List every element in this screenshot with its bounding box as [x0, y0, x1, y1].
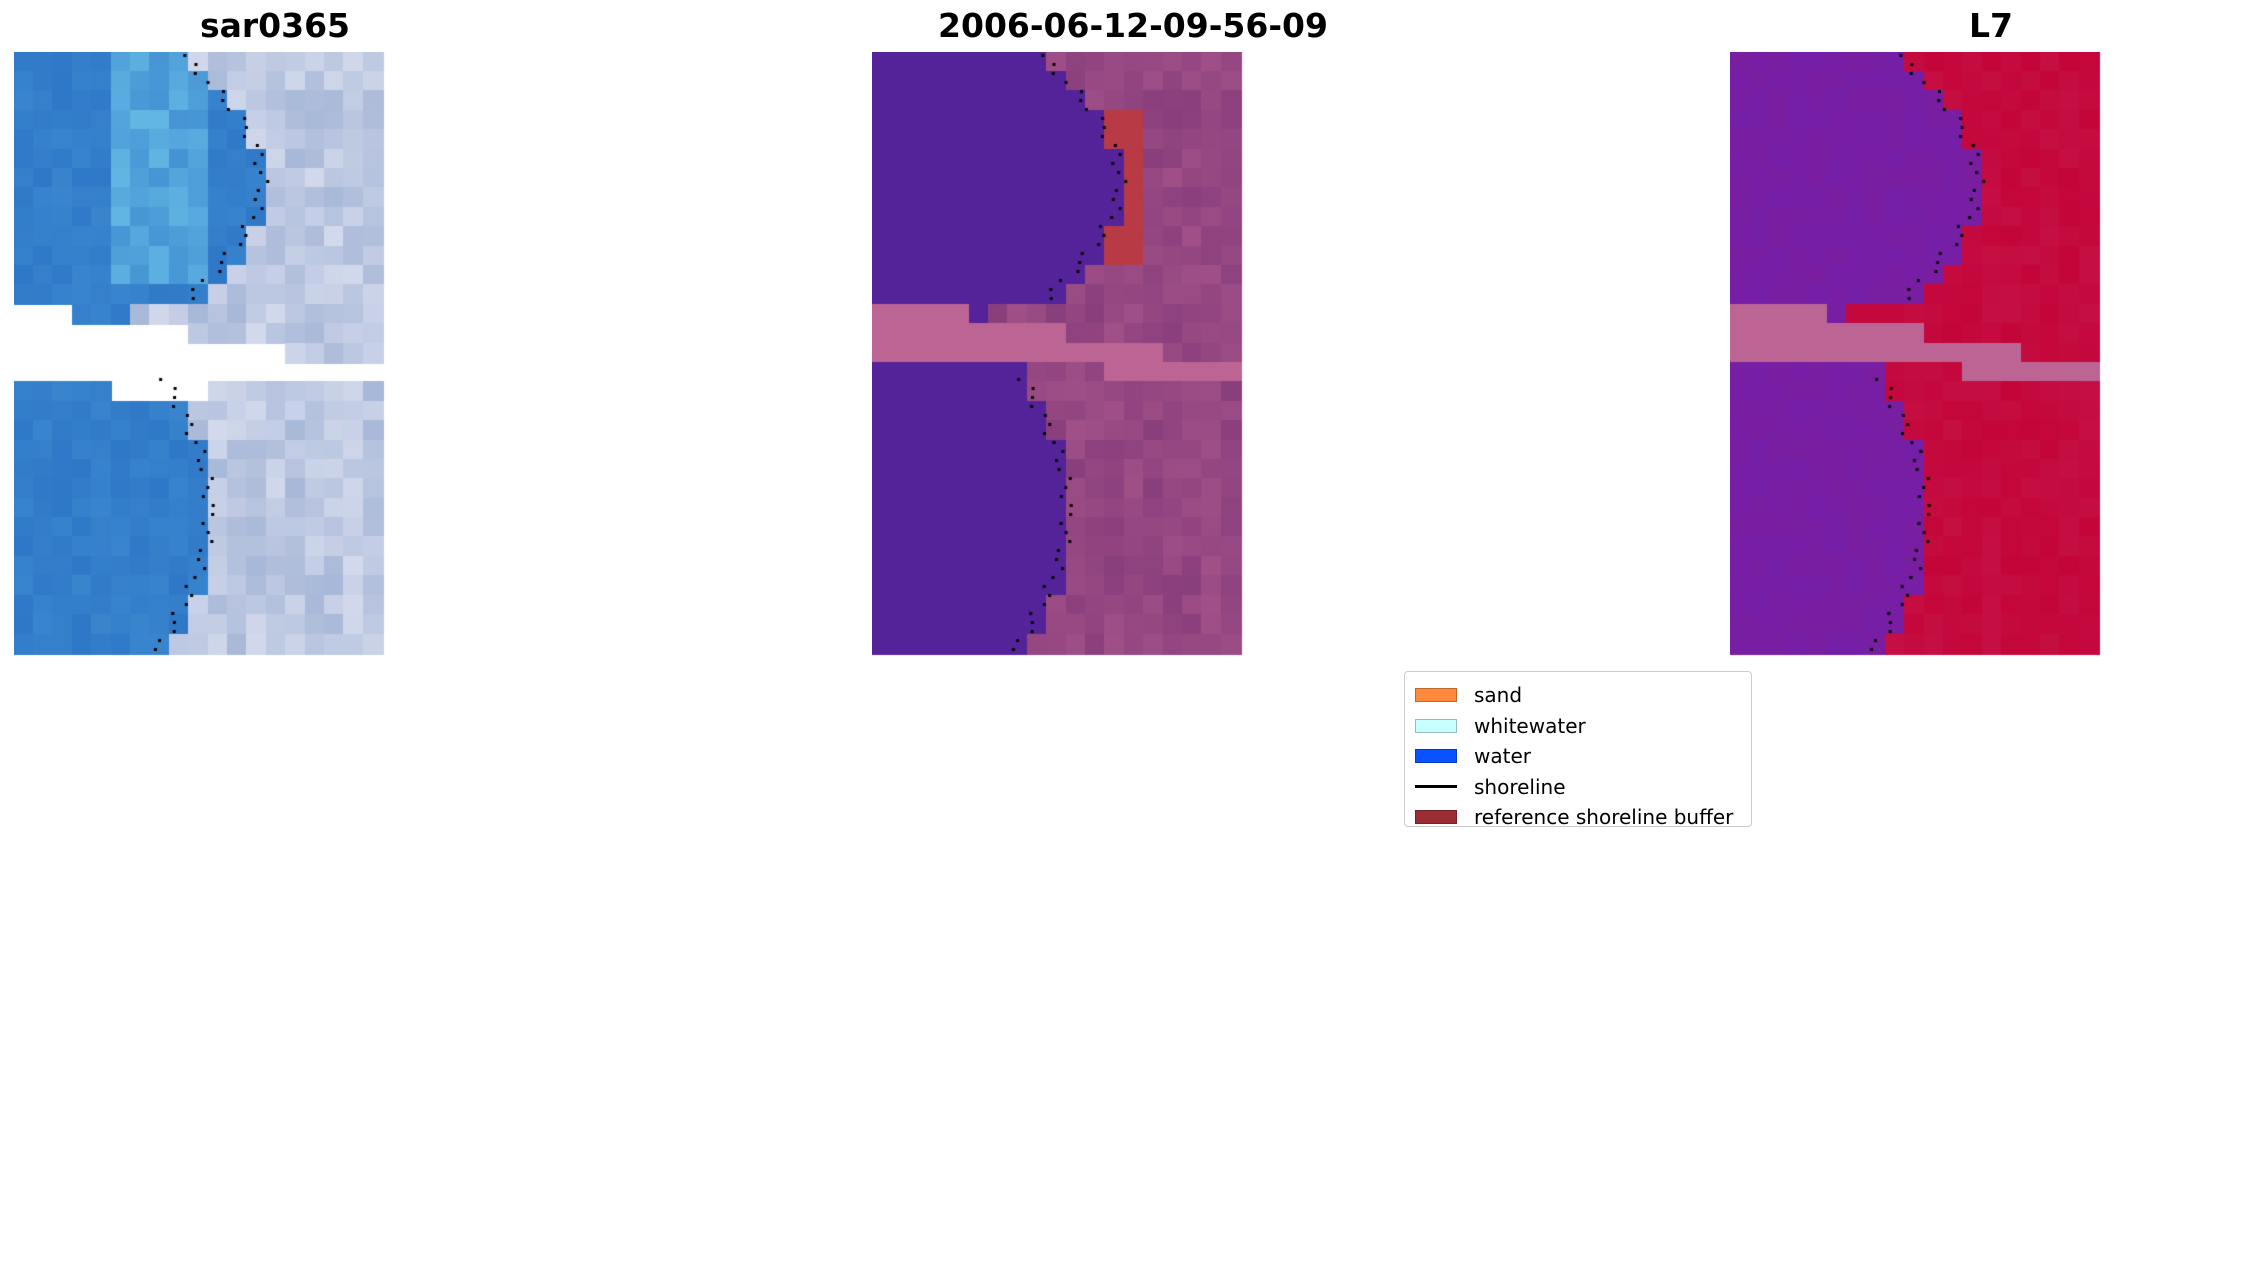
panel-title-mndwi: L7 — [1969, 6, 2013, 45]
whitewater-swatch — [1415, 718, 1457, 733]
reference-buffer-swatch — [1415, 810, 1457, 825]
legend-item-whitewater: whitewater — [1415, 711, 1741, 742]
legend-label-sand: sand — [1474, 683, 1523, 708]
panel-title-classified: 2006-06-12-09-56-09 — [938, 6, 1328, 45]
panel-title-rgb: sar0365 — [199, 6, 351, 45]
legend-label-whitewater: whitewater — [1474, 713, 1586, 738]
classified-image-panel — [872, 52, 1394, 1270]
legend-item-reference-buffer: reference shoreline buffer — [1415, 802, 1741, 827]
water-swatch — [1415, 749, 1457, 764]
rgb-image-panel — [14, 52, 536, 1270]
legend-item-sand: sand — [1415, 680, 1741, 711]
legend-label-shoreline: shoreline — [1474, 774, 1566, 799]
legend-label-water: water — [1474, 744, 1531, 769]
legend-item-shoreline: shoreline — [1415, 772, 1741, 803]
sand-swatch — [1415, 688, 1457, 703]
shoreline-line-swatch — [1415, 785, 1457, 789]
legend-label-reference-buffer: reference shoreline buffer — [1474, 805, 1734, 827]
legend: sand whitewater water shoreline referenc… — [1404, 671, 1752, 827]
legend-item-water: water — [1415, 741, 1741, 772]
mndwi-image-panel — [1730, 52, 2252, 1270]
